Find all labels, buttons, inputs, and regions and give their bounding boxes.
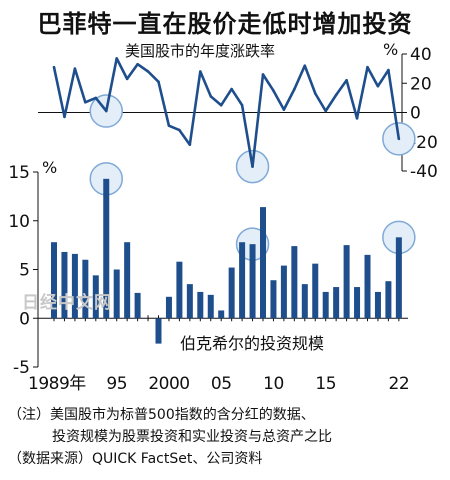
- bar-2016: [333, 287, 340, 319]
- bar-x-tick-label: 05: [211, 374, 232, 394]
- bar-2001: [176, 261, 183, 319]
- line-point-1995: [115, 57, 118, 60]
- bar-2000: [165, 296, 172, 319]
- line-point-2003: [199, 70, 202, 73]
- line-y-tick-label: -40: [410, 162, 438, 182]
- line-point-1997: [136, 62, 139, 66]
- bar-y-tick-label: 5: [19, 261, 30, 281]
- line-point-2004: [209, 95, 213, 98]
- line-point-2016: [334, 93, 338, 97]
- bar-2004: [207, 294, 214, 319]
- line-point-1998: [146, 70, 150, 73]
- line-point-2013: [303, 64, 307, 67]
- line-point-2007: [240, 103, 244, 107]
- bar-1990: [61, 251, 68, 319]
- bar-1999: [155, 318, 162, 344]
- bar-2006: [228, 267, 235, 319]
- line-point-2018: [355, 117, 359, 120]
- line-point-2012: [293, 87, 296, 91]
- bar-2014: [312, 263, 319, 319]
- line-point-2005: [219, 103, 223, 107]
- bar-y-tick-label: -5: [13, 358, 30, 378]
- bar-1992: [82, 259, 89, 319]
- line-point-1991: [73, 67, 77, 70]
- bar-2008: [249, 244, 256, 319]
- line-point-2022: [397, 137, 401, 141]
- footnote-line-2: 投资规模为股票投资和实业投资与总资产之比: [52, 429, 332, 445]
- bar-2017: [343, 245, 350, 319]
- bar-x-tick-label: 2000: [148, 374, 189, 394]
- line-point-2010: [272, 89, 275, 92]
- bar-x-tick-label: 95: [106, 374, 127, 394]
- bar-2005: [218, 310, 225, 319]
- bar-1995: [113, 269, 120, 319]
- bar-y-tick-label: 0: [19, 309, 30, 329]
- line-point-2019: [366, 65, 369, 69]
- bar-2002: [186, 284, 193, 319]
- bar-2012: [291, 246, 298, 319]
- bar-1994: [103, 178, 110, 319]
- bar-2013: [301, 284, 308, 319]
- line-point-2008: [251, 165, 254, 168]
- watermark-logo: 日经中文网: [22, 293, 112, 313]
- footnote-line-1: （注）美国股市为标普500指数的含分红的数据、: [8, 407, 315, 423]
- bar-x-tick-label: 1989年: [28, 374, 86, 394]
- bar-x-tick-label: 10: [263, 374, 284, 394]
- line-point-2021: [387, 68, 390, 72]
- line-y-tick-label: -20: [410, 133, 438, 153]
- chart-title: 巴菲特一直在股价走低时增加投资: [37, 10, 413, 38]
- bar-1993: [92, 275, 99, 319]
- bar-2018: [354, 287, 361, 319]
- line-point-2014: [313, 92, 317, 95]
- line-point-1992: [84, 100, 87, 104]
- bar-x-tick-label: 15: [315, 374, 336, 394]
- bar-1996: [124, 242, 131, 319]
- bar-2007: [239, 242, 246, 319]
- line-point-1996: [125, 77, 129, 81]
- bar-2022: [395, 237, 402, 319]
- bar-chart-subtitle: 伯克希尔的投资规模: [178, 330, 327, 354]
- line-y-tick-label: 20: [410, 74, 432, 94]
- line-point-2015: [324, 109, 328, 113]
- line-point-1989: [52, 65, 56, 69]
- bar-2019: [364, 254, 371, 319]
- line-y-tick-label: 40: [410, 45, 432, 65]
- bar-2020: [374, 291, 381, 319]
- bar-chart-unit: %: [42, 158, 58, 177]
- line-chart-unit: %: [383, 40, 399, 59]
- line-point-2017: [345, 79, 348, 82]
- line-point-2000: [167, 124, 171, 127]
- bar-2003: [197, 291, 204, 319]
- bar-x-tick-label: 22: [389, 374, 410, 394]
- line-point-1999: [157, 80, 160, 84]
- bar-2009: [260, 207, 266, 319]
- bar-y-tick-label: 10: [8, 212, 30, 232]
- line-point-2006: [230, 87, 233, 91]
- footnotes: （注）美国股市为标普500指数的含分红的数据、 投资规模为股票投资和实业投资与总…: [8, 404, 332, 470]
- line-point-2001: [178, 128, 181, 132]
- line-chart-subtitle: 美国股市的年度涨跌率: [125, 42, 276, 60]
- bar-2010: [270, 280, 277, 319]
- line-point-1993: [94, 96, 98, 100]
- line-y-tick-label: 0: [410, 104, 421, 124]
- line-point-1994: [104, 109, 108, 113]
- line-point-1990: [63, 115, 66, 119]
- line-point-2002: [188, 143, 192, 146]
- source-note: （数据来源）QUICK FactSet、公司资料: [8, 451, 263, 467]
- bar-1997: [134, 292, 141, 319]
- bar-1991: [71, 253, 78, 319]
- bar-2011: [280, 265, 287, 319]
- bar-2015: [322, 291, 329, 319]
- line-point-2009: [261, 73, 265, 76]
- bar-y-tick-label: 15: [8, 163, 30, 183]
- bar-2021: [385, 281, 392, 319]
- line-point-2020: [376, 84, 380, 88]
- line-series: [52, 57, 401, 168]
- line-point-2011: [282, 108, 286, 111]
- bar-1989: [51, 242, 57, 319]
